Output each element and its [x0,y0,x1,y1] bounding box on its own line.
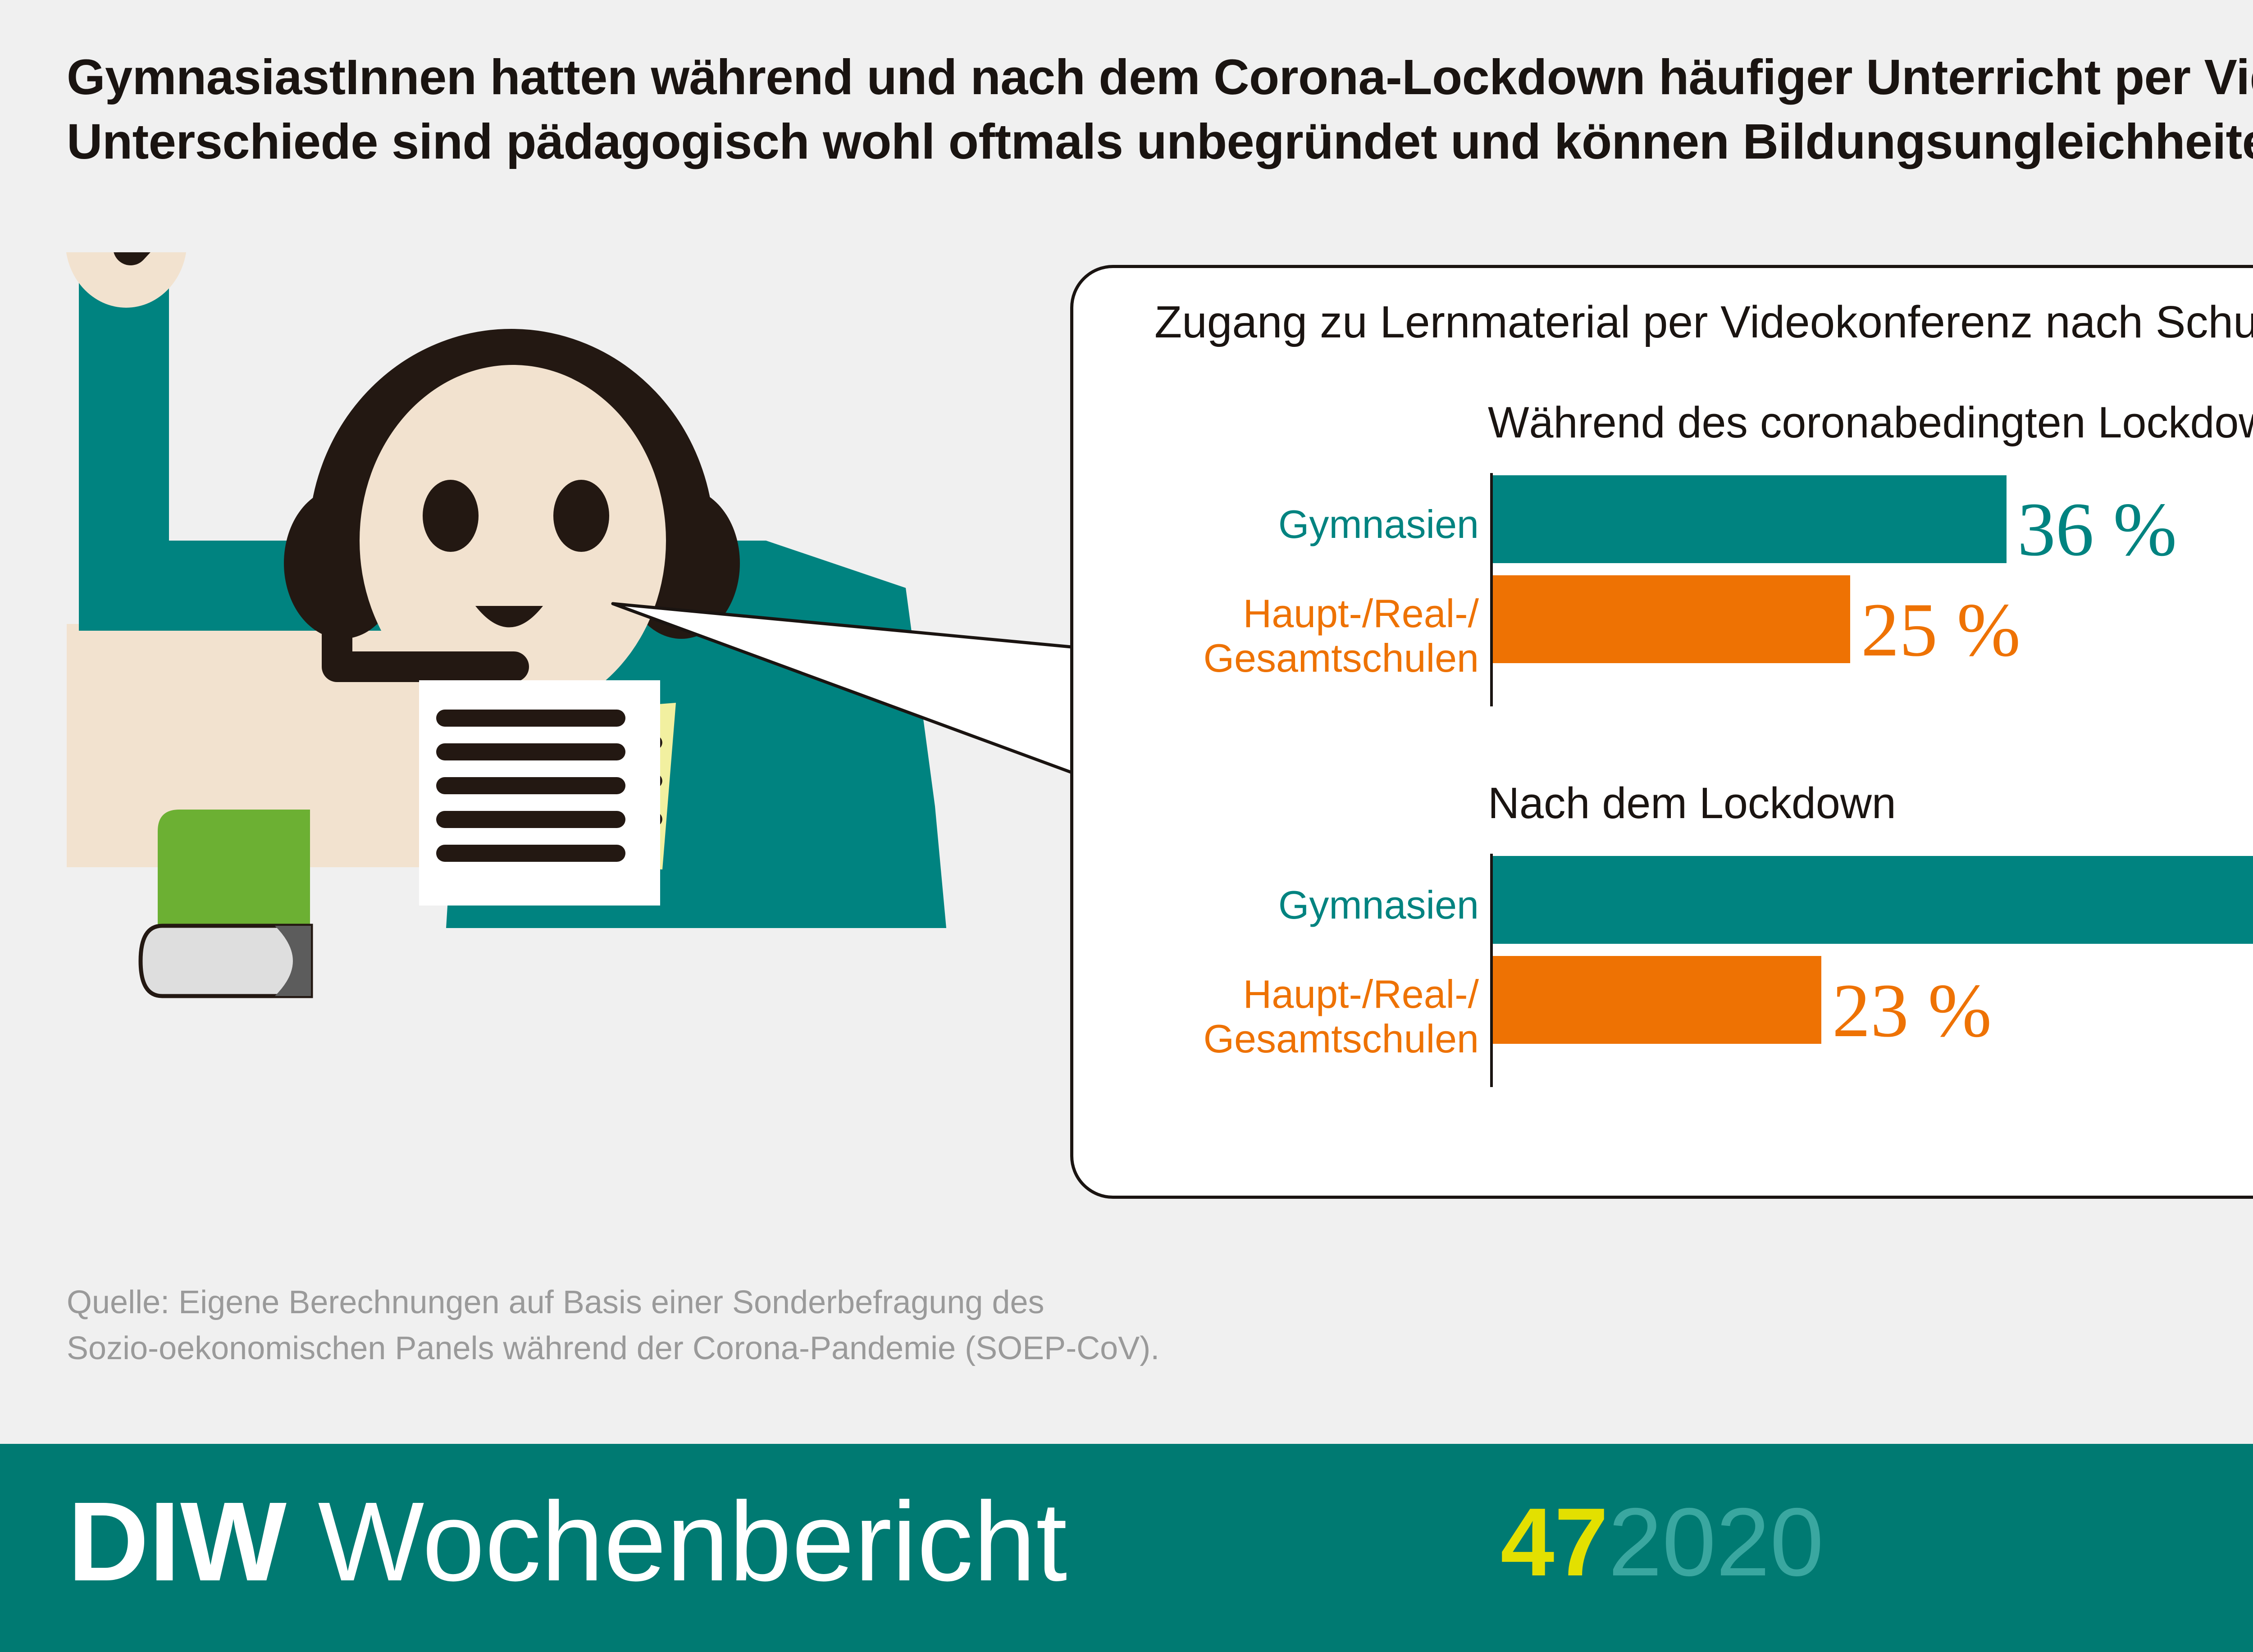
paper-sheet-icon [419,680,660,906]
value-g1-gymnasien: 36 % [2017,487,2177,572]
bar-g1-gymnasien [1493,475,2007,563]
group-2-axis [1490,854,1493,1087]
group-2-category-haupt-line2: Gesamtschulen [1203,1016,1479,1061]
bar-g2-haupt [1493,956,1821,1044]
publication-title-light: Wochenbericht [286,1479,1067,1604]
value-g1-haupt: 25 % [1861,587,2021,672]
value-g2-haupt: 23 % [1832,968,1992,1053]
headline-line-1: GymnasiastInnen hatten während und nach … [67,50,2253,105]
group-2-category-gymnasien: Gymnasien [1278,883,1479,927]
bar-g2-gymnasien [1493,856,2253,944]
source-line-1: Quelle: Eigene Berechnungen auf Basis ei… [67,1284,1044,1320]
bar-g1-haupt [1493,575,1850,663]
group-1-axis [1490,473,1493,706]
issue-year: 2020 [1608,1488,1824,1596]
issue-number: 47 [1500,1488,1609,1596]
group-1-category-haupt-line1: Haupt-/Real-/ [1243,591,1479,636]
group-1-category-gymnasien: Gymnasien [1278,502,1479,546]
publication-title-bold: DIW [68,1479,287,1604]
source-line-2: Sozio-oekonomischen Panels während der C… [67,1330,1160,1367]
page-title: GymnasiastInnen hatten während und nach … [67,45,2253,174]
group-2-category-haupt-line1: Haupt-/Real-/ [1243,972,1479,1016]
group-1-category-haupt-line2: Gesamtschulen [1203,635,1479,680]
headline-line-2: Unterschiede sind pädagogisch wohl oftma… [67,114,2253,169]
issue-badge: 472020 [1500,1493,1824,1590]
group-2-category-haupt: Haupt-/Real-/ Gesamtschulen [1127,972,1479,1061]
book-icon [138,810,313,998]
source-note: Quelle: Eigene Berechnungen auf Basis ei… [67,1279,1869,1371]
footer-bar: DIW Wochenbericht 472020 DIW BERLIN [0,1444,2253,1652]
publication-title: DIW Wochenbericht [68,1485,1067,1598]
group-1-title: Während des coronabedingten Lockdowns im… [1488,398,2253,447]
group-1-category-haupt: Haupt-/Real-/ Gesamtschulen [1127,591,1479,680]
chart-card: Zugang zu Lernmaterial per Videokonferen… [1070,265,2253,1199]
group-2-title: Nach dem Lockdown [1488,778,1896,828]
speech-bubble-tail [577,581,1117,788]
chart-title: Zugang zu Lernmaterial per Videokonferen… [1154,297,2253,347]
